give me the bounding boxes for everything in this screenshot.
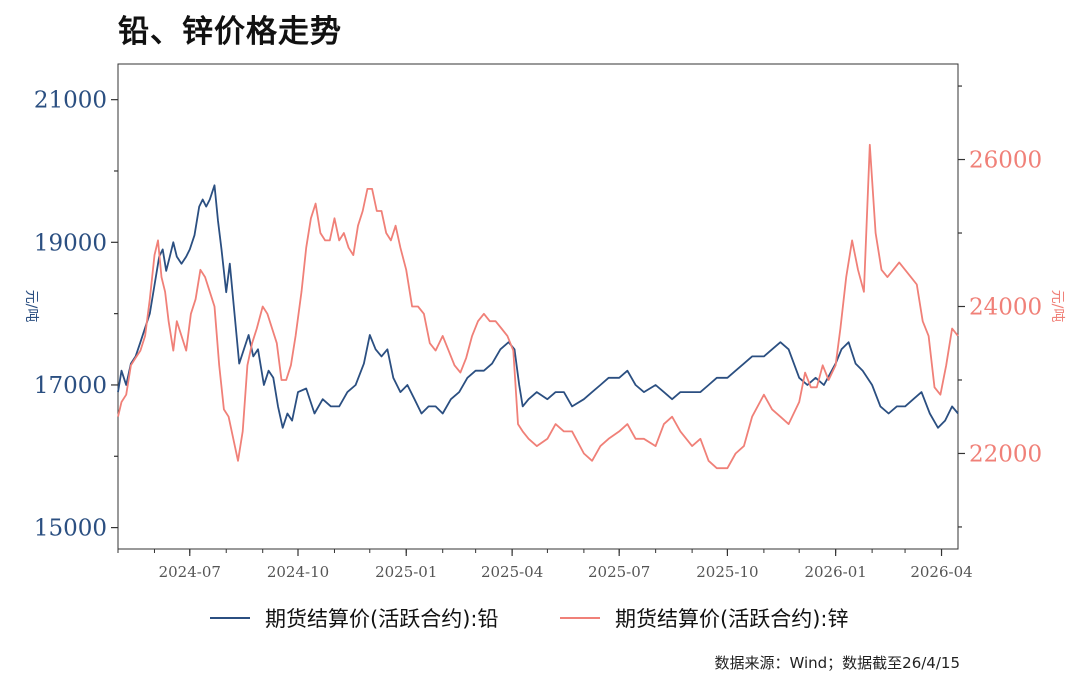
x-tick-label: 2025-07 [588, 563, 650, 581]
plot-frame [117, 63, 959, 550]
y-left-tick-label: 17000 [34, 373, 107, 399]
legend-label-lead: 期货结算价(活跃合约):铅 [265, 607, 498, 631]
y-axis-left-label: 元/吨 [23, 290, 39, 323]
series-line-zinc [117, 143, 959, 470]
y-axis-left: 15000 17000 19000 21000 [34, 88, 118, 542]
series-line-lead [117, 184, 959, 429]
x-axis: 2024-07 2024-10 2025-01 2025-04 2025-07 2025-… [117, 549, 973, 581]
y-right-tick-label: 22000 [969, 441, 1042, 467]
legend: 期货结算价(活跃合约):铅 期货结算价(活跃合约):锌 [210, 607, 848, 631]
x-tick-label: 2024-10 [267, 563, 329, 581]
y-left-tick-label: 19000 [34, 230, 107, 256]
chart-title: 铅、锌价格走势 [118, 14, 342, 50]
x-tick-label: 2026-04 [910, 563, 972, 581]
x-tick-label: 2026-01 [804, 563, 866, 581]
series-layer [117, 143, 959, 470]
y-left-tick-label: 21000 [34, 88, 107, 114]
source-note: 数据来源：Wind；数据截至26/4/15 [714, 654, 960, 672]
legend-label-zinc: 期货结算价(活跃合约):锌 [615, 607, 848, 631]
x-tick-label: 2025-10 [696, 563, 758, 581]
x-tick-label: 2025-04 [481, 563, 543, 581]
y-right-tick-label: 24000 [969, 295, 1042, 321]
y-axis-right: 22000 24000 26000 [958, 85, 1042, 528]
x-tick-label: 2025-01 [375, 563, 437, 581]
y-axis-right-label: 元/吨 [1049, 290, 1065, 323]
y-left-tick-label: 15000 [34, 516, 107, 542]
y-right-tick-label: 26000 [969, 148, 1042, 174]
x-tick-label: 2024-07 [159, 563, 221, 581]
